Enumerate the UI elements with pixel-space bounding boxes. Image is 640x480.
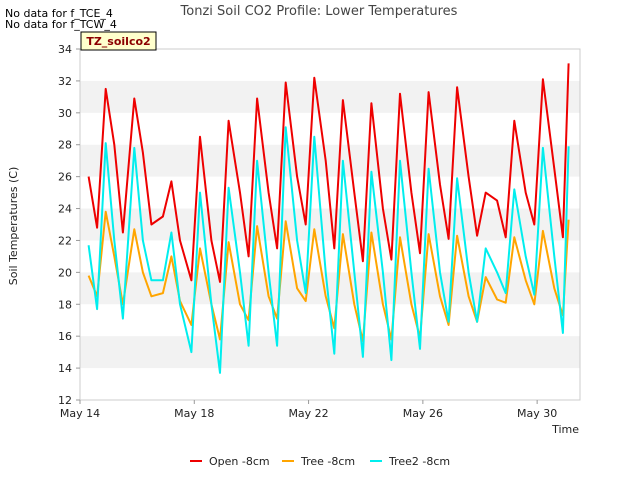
no-data-note-tce: No data for f_TCE_4 <box>5 7 113 20</box>
grid-band <box>80 144 580 177</box>
x-axis-label: Time <box>551 423 579 436</box>
y-tick-label: 22 <box>58 234 72 247</box>
x-tick-label: May 22 <box>288 407 328 420</box>
y-tick-label: 24 <box>58 203 72 216</box>
y-tick-label: 32 <box>58 75 72 88</box>
y-tick-label: 34 <box>58 43 72 56</box>
series-line <box>87 63 570 283</box>
x-tick-label: May 26 <box>403 407 443 420</box>
y-tick-label: 14 <box>58 362 72 375</box>
legend-label: Open -8cm <box>209 455 270 468</box>
grid-bands <box>80 80 580 369</box>
y-tick-label: 16 <box>58 330 72 343</box>
badge-label: TZ_soilco2 <box>86 35 150 48</box>
y-tick-label: 18 <box>58 298 72 311</box>
y-tick-label: 28 <box>58 139 72 152</box>
legend-label: Tree2 -8cm <box>388 455 450 468</box>
no-data-note-tcw: No data for f_TCW_4 <box>5 18 117 31</box>
series-line <box>87 126 570 374</box>
series-lines <box>87 63 570 374</box>
x-tick-label: May 18 <box>174 407 214 420</box>
x-tick-label: May 14 <box>60 407 100 420</box>
y-tick-label: 20 <box>58 266 72 279</box>
x-tick-label: May 30 <box>517 407 557 420</box>
legend: Open -8cm Tree -8cm Tree2 -8cm <box>190 455 450 468</box>
plot-frame <box>79 48 581 401</box>
y-axis-label: Soil Temperatures (C) <box>7 167 20 286</box>
legend-label: Tree -8cm <box>300 455 355 468</box>
x-axis: May 14 May 18 May 22 May 26 May 30 <box>60 400 557 420</box>
grid-band <box>80 80 580 113</box>
y-tick-label: 30 <box>58 107 72 120</box>
grid-band <box>80 336 580 369</box>
grid-band <box>80 272 580 305</box>
badge: TZ_soilco2 <box>80 31 157 51</box>
y-tick-label: 12 <box>58 394 72 407</box>
y-tick-label: 26 <box>58 171 72 184</box>
y-axis: 12 14 16 18 20 22 24 26 28 30 32 34 <box>58 43 80 407</box>
badge-box <box>80 31 157 51</box>
chart-title: Tonzi Soil CO2 Profile: Lower Temperatur… <box>180 4 458 19</box>
